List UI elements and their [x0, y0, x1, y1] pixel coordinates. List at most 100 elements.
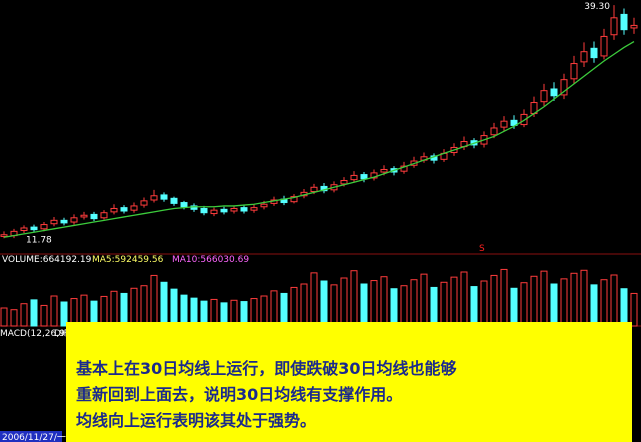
candle-body — [90, 213, 98, 220]
candle-body — [150, 195, 158, 201]
volume-bar — [40, 304, 48, 327]
candle-body — [180, 202, 188, 208]
candle-body — [570, 63, 578, 80]
volume-bar — [320, 280, 328, 327]
volume-bar — [290, 286, 298, 327]
candle-body — [20, 227, 28, 232]
volume-bar — [510, 287, 518, 327]
candle-body — [560, 79, 568, 96]
candle-body — [170, 197, 178, 204]
volume-bar — [270, 290, 278, 327]
volume-bar — [30, 299, 38, 327]
candle-body — [120, 207, 128, 212]
volume-bar — [450, 276, 458, 327]
candle-body — [60, 219, 68, 224]
volume-bar — [470, 286, 478, 327]
volume-bar — [140, 285, 148, 327]
macd-legend: MACD(12,26,9) — [0, 329, 68, 339]
volume-bar — [580, 269, 588, 327]
note-box — [66, 322, 632, 442]
candle-body — [380, 168, 388, 173]
candle-body — [550, 88, 558, 97]
candle-body — [630, 24, 638, 29]
candle-body — [340, 180, 348, 185]
candle-body — [210, 209, 218, 215]
dif-legend: DIF — [54, 329, 69, 339]
volume-bar — [490, 274, 498, 327]
candle-body — [230, 207, 238, 212]
candle-body — [350, 174, 358, 181]
candle-body — [80, 214, 88, 218]
volume-bar — [430, 286, 438, 327]
volume-bar — [400, 285, 408, 327]
volume-bar — [380, 276, 388, 327]
candle-body — [130, 205, 138, 211]
note-line: 均线向上运行表明该其处于强势。 — [76, 411, 316, 430]
volume-bar — [20, 303, 28, 327]
candle-body — [620, 13, 628, 31]
candle-body — [290, 196, 298, 203]
volume-bar — [120, 292, 128, 327]
volume-bar — [370, 280, 378, 327]
volume-bar — [460, 271, 468, 327]
candle-body — [200, 207, 208, 214]
volume-bar — [10, 309, 18, 327]
volume-bar — [130, 287, 138, 327]
volume-bar — [530, 275, 538, 327]
candle-body — [100, 212, 108, 219]
volume-bar — [410, 279, 418, 327]
volume-bar — [250, 298, 258, 327]
candle-body — [40, 224, 48, 230]
candle-body — [490, 127, 498, 136]
volume-bar — [180, 294, 188, 327]
candle-body — [0, 234, 8, 237]
volume-bar — [440, 281, 448, 327]
note-line: 基本上在30日均线上运行，即使跌破30日均线也能够 — [75, 359, 457, 378]
volume-bar — [170, 288, 178, 327]
candle-body — [540, 90, 548, 103]
candle-body — [500, 120, 508, 128]
volume-bar — [500, 268, 508, 327]
volume-bar — [260, 295, 268, 327]
volume-bar — [420, 273, 428, 327]
candle-body — [240, 207, 248, 212]
date-box — [0, 431, 62, 442]
candle-body — [30, 226, 38, 231]
volume-bar — [150, 274, 158, 327]
note-line: 重新回到上面去，说明30日均线有支撑作用。 — [76, 385, 402, 404]
volume-bar — [570, 272, 578, 327]
volume-bar — [280, 292, 288, 327]
candle-body — [250, 207, 258, 211]
volume-bar — [190, 297, 198, 327]
candle-body — [590, 47, 598, 59]
volume-bar — [520, 282, 528, 327]
candle-body — [610, 17, 618, 36]
high-label: 39.30 — [584, 2, 610, 12]
volume-bar — [600, 279, 608, 327]
candle-body — [580, 51, 588, 63]
volume-bar — [360, 283, 368, 327]
volume-bar — [310, 272, 318, 327]
volume-bar — [340, 277, 348, 327]
candle-body — [70, 217, 78, 223]
candle-body — [360, 174, 368, 180]
candle-body — [510, 119, 518, 126]
candle-body — [520, 113, 528, 126]
volume-bar — [60, 301, 68, 327]
volume-bar — [480, 280, 488, 327]
volume-bar — [350, 270, 358, 327]
candle-body — [50, 219, 58, 225]
candle-body — [160, 194, 168, 200]
volume-legend: VOLUME:664192.19 — [2, 255, 92, 265]
volume-bar — [50, 295, 58, 327]
volume-bar — [630, 292, 638, 327]
volume-bar — [0, 307, 8, 327]
volume-bar — [560, 278, 568, 327]
volume-bar — [590, 284, 598, 327]
volume-bar — [610, 274, 618, 327]
volume-bar — [160, 281, 168, 327]
volume-bar — [100, 295, 108, 327]
candle-body — [110, 207, 118, 213]
